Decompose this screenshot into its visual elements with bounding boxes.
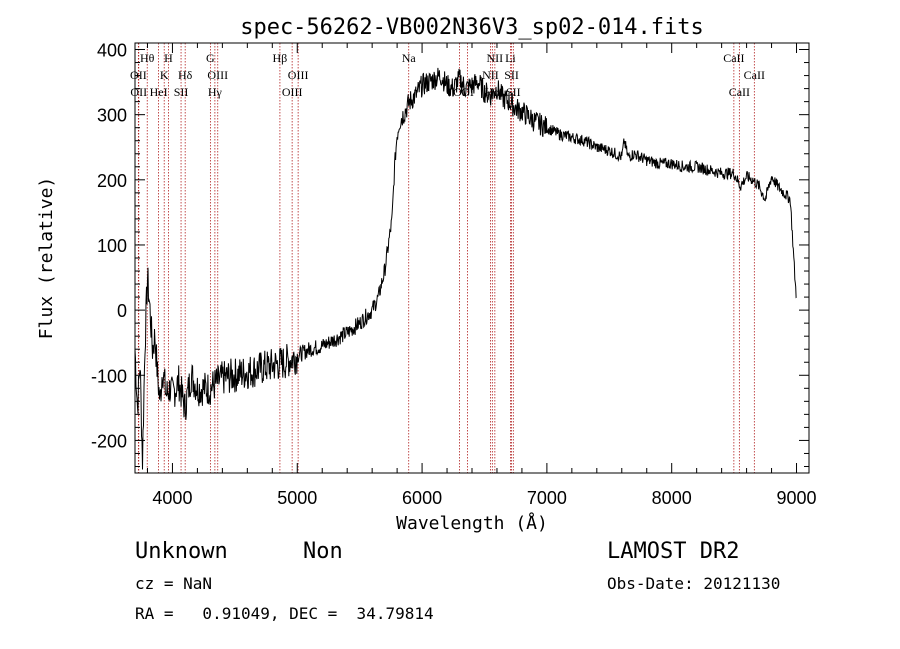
y-tick-label: -200 — [91, 431, 127, 451]
x-axis-label: Wavelength (Å) — [396, 512, 548, 534]
line-label-h: H — [164, 51, 173, 65]
survey-name: LAMOST DR2 — [607, 539, 740, 564]
line-label-hei: HeI — [150, 85, 168, 99]
line-label-hδ: Hδ — [178, 68, 193, 82]
y-tick-label: 400 — [97, 41, 127, 61]
line-label-hα: Hα — [485, 85, 501, 99]
line-label-hθ: Hθ — [140, 51, 155, 65]
y-tick-label: 300 — [97, 106, 127, 126]
x-tick-label: 5000 — [277, 488, 317, 508]
object-class: Unknown — [135, 539, 228, 564]
coordinates: RA = 0.91049, DEC = 34.79814 — [135, 604, 434, 623]
emission-line-markers — [137, 43, 755, 473]
line-label-caii: CaII — [744, 68, 765, 82]
x-tick-label: 8000 — [652, 488, 692, 508]
axis-ticks: 4000 5000 6000 7000 8000 9000 -200 -100 0 100 200 3… — [91, 41, 817, 508]
y-tick-label: 200 — [97, 171, 127, 191]
y-tick-label: 100 — [97, 236, 127, 256]
line-label-caii: CaII — [723, 51, 744, 65]
x-tick-label: 7000 — [527, 488, 567, 508]
line-label-nii: NII — [487, 51, 504, 65]
line-label-oii: OII — [130, 85, 147, 99]
line-label-sii: SII — [506, 85, 521, 99]
object-subclass: Non — [303, 539, 343, 564]
x-tick-label: 9000 — [776, 488, 816, 508]
obs-date: Obs-Date: 20121130 — [607, 574, 781, 593]
line-label-hβ: Hβ — [273, 51, 288, 65]
line-label-k: K — [160, 68, 169, 82]
redshift-text: cz = NaN — [135, 574, 213, 593]
y-tick-label: 0 — [117, 301, 127, 321]
spectrum-line — [134, 67, 797, 470]
x-tick-label: 4000 — [152, 488, 192, 508]
y-tick-label: -100 — [91, 366, 127, 386]
line-label-oiii: OIII — [288, 68, 309, 82]
line-label-sii: SII — [504, 68, 519, 82]
x-tick-label: 6000 — [402, 488, 442, 508]
line-label-caii: CaII — [729, 85, 750, 99]
line-label-hγ: Hγ — [208, 85, 223, 99]
y-axis-label: Flux (relative) — [36, 177, 57, 340]
line-label-g: G — [206, 51, 215, 65]
line-label-oi: OI — [461, 85, 474, 99]
line-label-nii: NII — [482, 68, 499, 82]
line-label-li: Li — [505, 51, 516, 65]
line-label-sii: SII — [174, 85, 189, 99]
plot-frame — [134, 42, 810, 474]
chart-title: spec-56262-VB002N36V3_sp02-014.fits — [240, 15, 704, 40]
line-label-na: Na — [402, 51, 417, 65]
line-label-oiii: OIII — [207, 68, 228, 82]
line-label-oi: OI — [453, 85, 466, 99]
line-label-oiii: OIII — [282, 85, 303, 99]
line-label-oii: OII — [130, 68, 147, 82]
emission-line-labels: HθOIIOIIHKHeIHδSIIGOIIIHγHβOIIIOIIINaOIO… — [130, 51, 765, 99]
